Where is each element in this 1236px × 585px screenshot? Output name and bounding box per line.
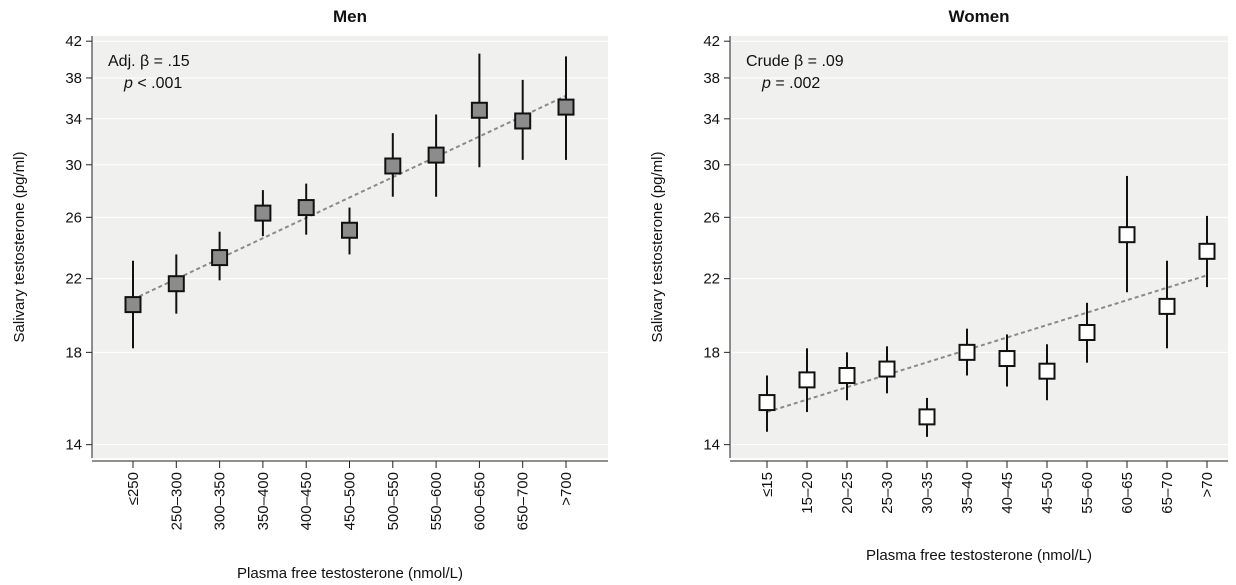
trend-line	[132, 94, 567, 301]
point-marker	[958, 343, 976, 361]
y-tick-label: 14	[703, 437, 720, 454]
x-tick-label: 450–500	[342, 472, 359, 530]
point-marker	[384, 157, 402, 175]
point-marker	[211, 249, 229, 267]
p-symbol: p	[761, 75, 771, 92]
x-tick-label: 15–20	[799, 472, 816, 514]
point-marker	[798, 371, 816, 389]
point-marker	[1118, 226, 1136, 244]
p-symbol: p	[123, 75, 133, 92]
point-marker	[918, 408, 936, 426]
x-tick-label: ≤15	[759, 472, 776, 497]
y-tick-label: 38	[703, 70, 720, 87]
point-marker	[167, 275, 185, 293]
x-tick-label: 400–450	[298, 472, 315, 530]
x-tick-label: 60–65	[1119, 472, 1136, 514]
y-tick-label: 22	[65, 271, 82, 288]
point-marker	[1198, 242, 1216, 260]
chart-title: Women	[948, 7, 1009, 26]
point-marker	[427, 146, 445, 164]
x-tick-label: 300–350	[212, 472, 229, 530]
y-tick-label: 22	[703, 271, 720, 288]
p-value: = .002	[775, 75, 820, 92]
x-tick-label: 45–50	[1039, 472, 1056, 514]
point-marker	[1038, 362, 1056, 380]
point-marker	[297, 199, 315, 217]
point-marker	[341, 221, 358, 239]
point-marker	[1078, 324, 1096, 342]
point-marker	[514, 112, 532, 130]
x-tick-label: 20–25	[839, 472, 856, 514]
y-tick-label: 30	[703, 157, 720, 174]
x-tick-label: 40–45	[999, 472, 1016, 514]
x-tick-label: ≤250	[125, 472, 142, 505]
x-axis-label: Plasma free testosterone (nmol/L)	[237, 565, 463, 582]
y-tick-label: 38	[65, 70, 82, 87]
x-tick-label: 650–700	[515, 472, 532, 530]
y-axis-label: Salivary testosterone (pg/ml)	[649, 152, 666, 343]
x-tick-label: 350–400	[255, 472, 272, 530]
y-tick-label: 26	[703, 209, 720, 226]
stat-annotation: Adj. β = .15	[108, 53, 190, 70]
y-tick-label: 42	[703, 33, 720, 50]
x-tick-label: 30–35	[919, 472, 936, 514]
x-tick-label: >70	[1199, 472, 1216, 497]
stat-annotation: Crude β = .09	[746, 53, 844, 70]
plot-background	[730, 36, 1228, 458]
y-tick-label: 34	[65, 111, 82, 128]
x-tick-label: 55–60	[1079, 472, 1096, 514]
x-tick-label: 250–300	[168, 472, 185, 530]
y-tick-label: 30	[65, 157, 82, 174]
point-marker	[998, 350, 1016, 368]
x-tick-label: 35–40	[959, 472, 976, 514]
point-marker	[254, 204, 272, 222]
point-marker	[758, 394, 776, 412]
y-tick-label: 18	[703, 344, 720, 361]
x-axis-label: Plasma free testosterone (nmol/L)	[866, 547, 1092, 564]
point-marker	[557, 98, 575, 116]
x-tick-label: 65–70	[1159, 472, 1176, 514]
x-tick-label: 500–550	[385, 472, 402, 530]
y-axis-label: Salivary testosterone (pg/ml)	[11, 152, 28, 343]
point-marker	[838, 367, 856, 385]
y-tick-label: 42	[65, 33, 82, 50]
p-annotation: p = .002	[761, 75, 820, 92]
point-marker	[1158, 297, 1176, 315]
y-tick-label: 18	[65, 344, 82, 361]
x-tick-label: >700	[558, 472, 575, 506]
x-tick-label: 600–650	[471, 472, 488, 530]
point-marker	[470, 101, 488, 119]
x-tick-label: 25–30	[879, 472, 896, 514]
chart-title: Men	[333, 7, 367, 26]
y-tick-label: 34	[703, 111, 720, 128]
p-annotation: p < .001	[123, 75, 182, 92]
p-value: < .001	[137, 75, 182, 92]
point-marker	[878, 360, 896, 378]
y-tick-label: 26	[65, 209, 82, 226]
y-tick-label: 14	[65, 437, 82, 454]
point-marker	[124, 296, 142, 314]
x-tick-label: 550–600	[428, 472, 445, 530]
